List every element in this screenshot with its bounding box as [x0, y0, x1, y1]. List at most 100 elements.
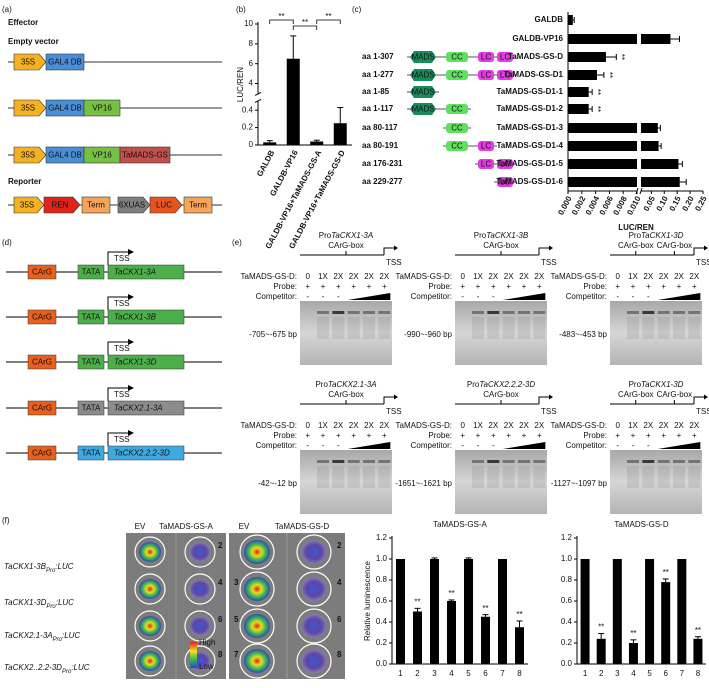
x-tick-label: 7 [680, 669, 685, 678]
infiltration-circle [134, 610, 166, 642]
tss-label: TSS [114, 299, 130, 308]
gel-smear [627, 317, 639, 339]
x-tick-label: 5 [647, 669, 652, 678]
construct-label: VP16 [92, 151, 112, 160]
significance: ** [605, 72, 614, 78]
gel-smear [378, 317, 391, 339]
row-label: Probe: [583, 431, 607, 440]
bar [568, 15, 573, 25]
title-gene: TaCKX2.2.2-3D [479, 380, 535, 389]
row-suffix: :LUC [56, 598, 74, 607]
x-tick-label: 0.20 [680, 194, 696, 212]
row-label: TaMADS-GS-D: [241, 421, 297, 430]
row-gene: TaCKX1-3B [4, 562, 47, 571]
gene-box [107, 309, 185, 325]
title-gene: TaCKX1-3B [486, 231, 529, 240]
gel-smear [518, 466, 530, 488]
domain-label: CC [451, 124, 463, 133]
construct-label: TaMADS-GS [122, 151, 168, 160]
competitor-label: - [632, 441, 635, 450]
gel-title: ProTaCKX1-3D [629, 380, 684, 389]
gel-band [378, 311, 391, 314]
x-tick-label: 4 [631, 669, 636, 678]
dose-label: 1X [628, 421, 638, 430]
gel-smear [472, 317, 484, 339]
significance: ** [593, 89, 602, 95]
dose-label: 2X [379, 272, 389, 281]
infiltration-circle [134, 573, 166, 605]
dose-label: 1X [473, 272, 483, 281]
construct-label: aa 80-117 [362, 123, 398, 132]
infiltration-circle [239, 534, 275, 570]
probe-region: -1651~-1621 bp [395, 479, 452, 488]
y-tick-label: GALDB [535, 15, 564, 24]
probe-label: + [476, 431, 481, 440]
construct-label: aa 1-307 [362, 52, 394, 61]
dose-label: 2X [488, 272, 498, 281]
bar [645, 559, 655, 664]
element-label: TATA [82, 449, 101, 458]
row-gene: TaCKX2.1-3A [4, 631, 53, 640]
competitor-wedge [502, 293, 546, 300]
construct-label: aa 1-117 [362, 104, 394, 113]
probe-label: + [631, 282, 636, 291]
gel-smear [317, 466, 329, 488]
spot-number: 3 [234, 578, 239, 587]
row-suffix: :LUC [62, 631, 80, 640]
tss-label: TSS [696, 258, 709, 267]
domain [478, 159, 494, 169]
gel-title: ProTaCKX1-3D [629, 231, 684, 240]
competitor-label: - [647, 441, 650, 450]
panel-label: (c) [352, 5, 362, 14]
gel-band [472, 460, 484, 463]
row-label: Competitor: [566, 441, 607, 450]
construct-label: aa 1-277 [362, 70, 394, 79]
domain [478, 141, 494, 151]
row-label: Competitor: [411, 292, 452, 301]
carg-box [27, 400, 57, 416]
chart-title: TaMADS-GS-D [614, 520, 668, 529]
probe-label: + [460, 282, 465, 291]
probe-label: + [321, 431, 326, 440]
tss-label: TSS [386, 407, 402, 416]
dose-label: 2X [488, 421, 498, 430]
construct-label: aa 176-231 [362, 159, 403, 168]
tata-box [77, 354, 105, 370]
bar [263, 142, 277, 145]
probe-label: + [692, 431, 697, 440]
y-tick-label: TaMADS-GS-D1 [504, 70, 564, 79]
title-gene: TaCKX2.1-3A [328, 380, 377, 389]
tss-label: TSS [541, 407, 557, 416]
x-tick-label: 0.010 [625, 194, 643, 216]
domain [497, 52, 513, 62]
gel-smear [502, 317, 515, 339]
competitor-label: - [616, 441, 619, 450]
dose-label: 2X [534, 272, 544, 281]
probe-label: + [537, 282, 542, 291]
tss-label: TSS [696, 407, 709, 416]
x-tick-label: 2 [415, 669, 420, 678]
probe-label: + [615, 431, 620, 440]
element-label: CArG [32, 449, 52, 458]
scale-label: Low [199, 662, 214, 671]
title-gene: TaCKX1-3D [641, 380, 684, 389]
element-label: TATA [82, 268, 101, 277]
construct-arrow [117, 196, 151, 214]
gel-band [673, 311, 685, 314]
gel-band [642, 311, 655, 314]
competitor-label: - [337, 292, 340, 301]
domain [446, 104, 468, 114]
scale-label: High [199, 638, 215, 647]
competitor-label: - [632, 292, 635, 301]
tss-arrowhead [704, 245, 708, 251]
x-tick-label: 0.10 [655, 194, 671, 212]
competitor-label: - [492, 292, 495, 301]
significance: ** [448, 589, 454, 598]
row-sub: Pro [46, 568, 56, 574]
axis-break [639, 187, 643, 195]
element-label: CArG [32, 358, 52, 367]
tata-box [77, 264, 105, 280]
gel-smear [487, 317, 500, 339]
y-tick-label: 0 [249, 140, 254, 149]
construct-box [81, 196, 111, 214]
